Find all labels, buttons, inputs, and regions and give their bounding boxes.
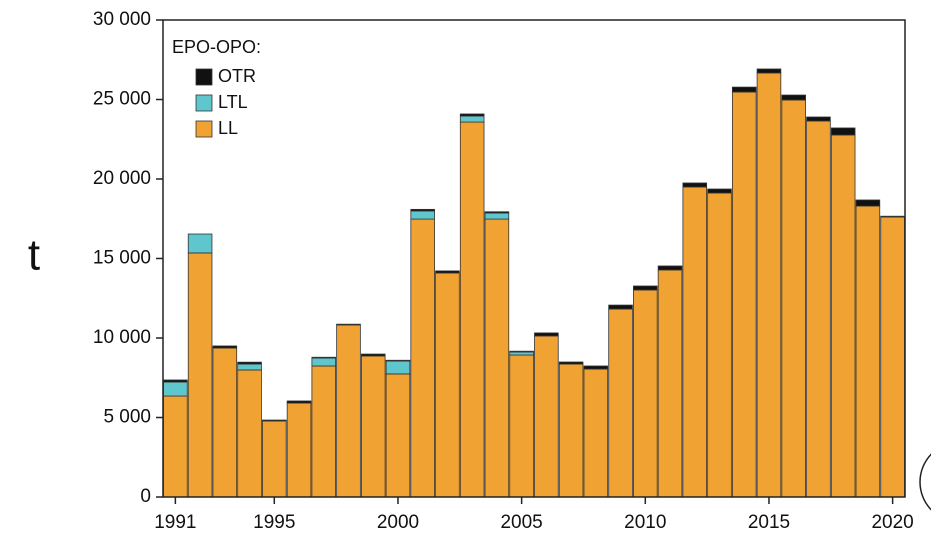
y-tick-label: 30 000 xyxy=(93,9,151,30)
bar-segment xyxy=(558,361,584,365)
y-tick-label: 10 000 xyxy=(93,327,151,348)
bar-segment xyxy=(781,94,806,101)
bar-segment xyxy=(385,373,411,498)
bar-segment xyxy=(163,395,188,498)
y-tick-label: 15 000 xyxy=(93,248,151,269)
bar-segment xyxy=(509,350,534,353)
bar-segment xyxy=(608,308,633,498)
bar-segment xyxy=(212,347,238,498)
bar-segment xyxy=(385,359,411,362)
bar-segment xyxy=(459,113,485,117)
bar-segment xyxy=(880,215,905,218)
bar-segment xyxy=(806,120,831,498)
bar-segment xyxy=(187,252,213,498)
bar-segment xyxy=(410,218,435,498)
bar-segment xyxy=(657,269,683,498)
bar-segment xyxy=(163,381,188,397)
x-tick-label: 2000 xyxy=(377,512,419,533)
bar-segment xyxy=(509,354,534,498)
bar-segment xyxy=(558,363,584,498)
bar-segment xyxy=(484,212,510,220)
bar-segment xyxy=(534,335,559,498)
x-tick-label: 1995 xyxy=(253,512,295,533)
bar-segment xyxy=(608,304,633,310)
x-tick-label: 2020 xyxy=(871,512,913,533)
y-tick-label: 20 000 xyxy=(93,168,151,189)
decoration xyxy=(919,453,931,511)
bar-segment xyxy=(509,351,534,356)
bar-segment xyxy=(187,233,213,254)
legend-swatch xyxy=(195,120,213,138)
bar-segment xyxy=(756,72,782,498)
bar-segment xyxy=(385,360,411,375)
y-axis-label: t xyxy=(28,231,40,280)
legend-label: LTL xyxy=(218,92,248,112)
bar-segment xyxy=(633,285,658,291)
x-tick-label: 2005 xyxy=(500,512,542,533)
bar-segment xyxy=(583,368,609,498)
bar-segment xyxy=(311,365,337,498)
bar-segment xyxy=(781,99,806,498)
bar-segment xyxy=(410,208,435,212)
bar-segment xyxy=(410,210,435,220)
bar-segment xyxy=(707,188,732,194)
bar-segment xyxy=(633,289,658,498)
bar-segment xyxy=(830,127,856,136)
bar-segment xyxy=(286,400,312,404)
bar-segment xyxy=(682,186,708,498)
bar-segment xyxy=(311,356,337,359)
bar-segment xyxy=(830,134,856,498)
legend-title: EPO-OPO: xyxy=(172,37,261,57)
bar-segment xyxy=(360,353,386,357)
bar-segment xyxy=(731,86,757,93)
bar-segment xyxy=(212,345,238,349)
bar-segment xyxy=(880,216,905,498)
bar-segment xyxy=(731,91,757,498)
bar-segment xyxy=(360,355,386,498)
bar-segment xyxy=(806,116,831,122)
bar-segment xyxy=(855,205,881,498)
bar-segment xyxy=(262,419,287,422)
legend-swatch xyxy=(195,94,213,112)
bar-segment xyxy=(756,68,782,74)
bar-segment xyxy=(237,361,262,365)
bar-segment xyxy=(311,357,337,367)
bar-segment xyxy=(336,324,361,498)
bar-segment xyxy=(484,218,510,498)
bar-segment xyxy=(484,211,510,214)
bar-segment xyxy=(534,332,559,337)
y-tick-label: 25 000 xyxy=(93,89,151,110)
bar-segment xyxy=(459,115,485,123)
bar-segment xyxy=(237,363,262,371)
bar-segment xyxy=(583,365,609,370)
x-tick-label: 1991 xyxy=(154,512,196,533)
y-tick-label: 5 000 xyxy=(103,407,151,428)
bar-segment xyxy=(237,369,262,498)
legend-swatch xyxy=(195,68,213,86)
bar-segment xyxy=(855,199,881,207)
x-tick-label: 2010 xyxy=(624,512,666,533)
y-tick-label: 0 xyxy=(140,486,151,507)
bar-segment xyxy=(682,182,708,188)
bar-segment xyxy=(262,420,287,498)
bar-segment xyxy=(435,270,460,274)
bar-segment xyxy=(336,323,361,326)
bar-segment xyxy=(163,379,188,383)
legend-label: LL xyxy=(218,118,238,138)
bar-segment xyxy=(657,265,683,271)
bar-segment xyxy=(459,121,485,498)
bar-segment xyxy=(286,402,312,498)
bar-segment xyxy=(707,192,732,498)
x-tick-label: 2015 xyxy=(748,512,790,533)
bar-segment xyxy=(435,272,460,498)
legend-label: OTR xyxy=(218,66,256,86)
